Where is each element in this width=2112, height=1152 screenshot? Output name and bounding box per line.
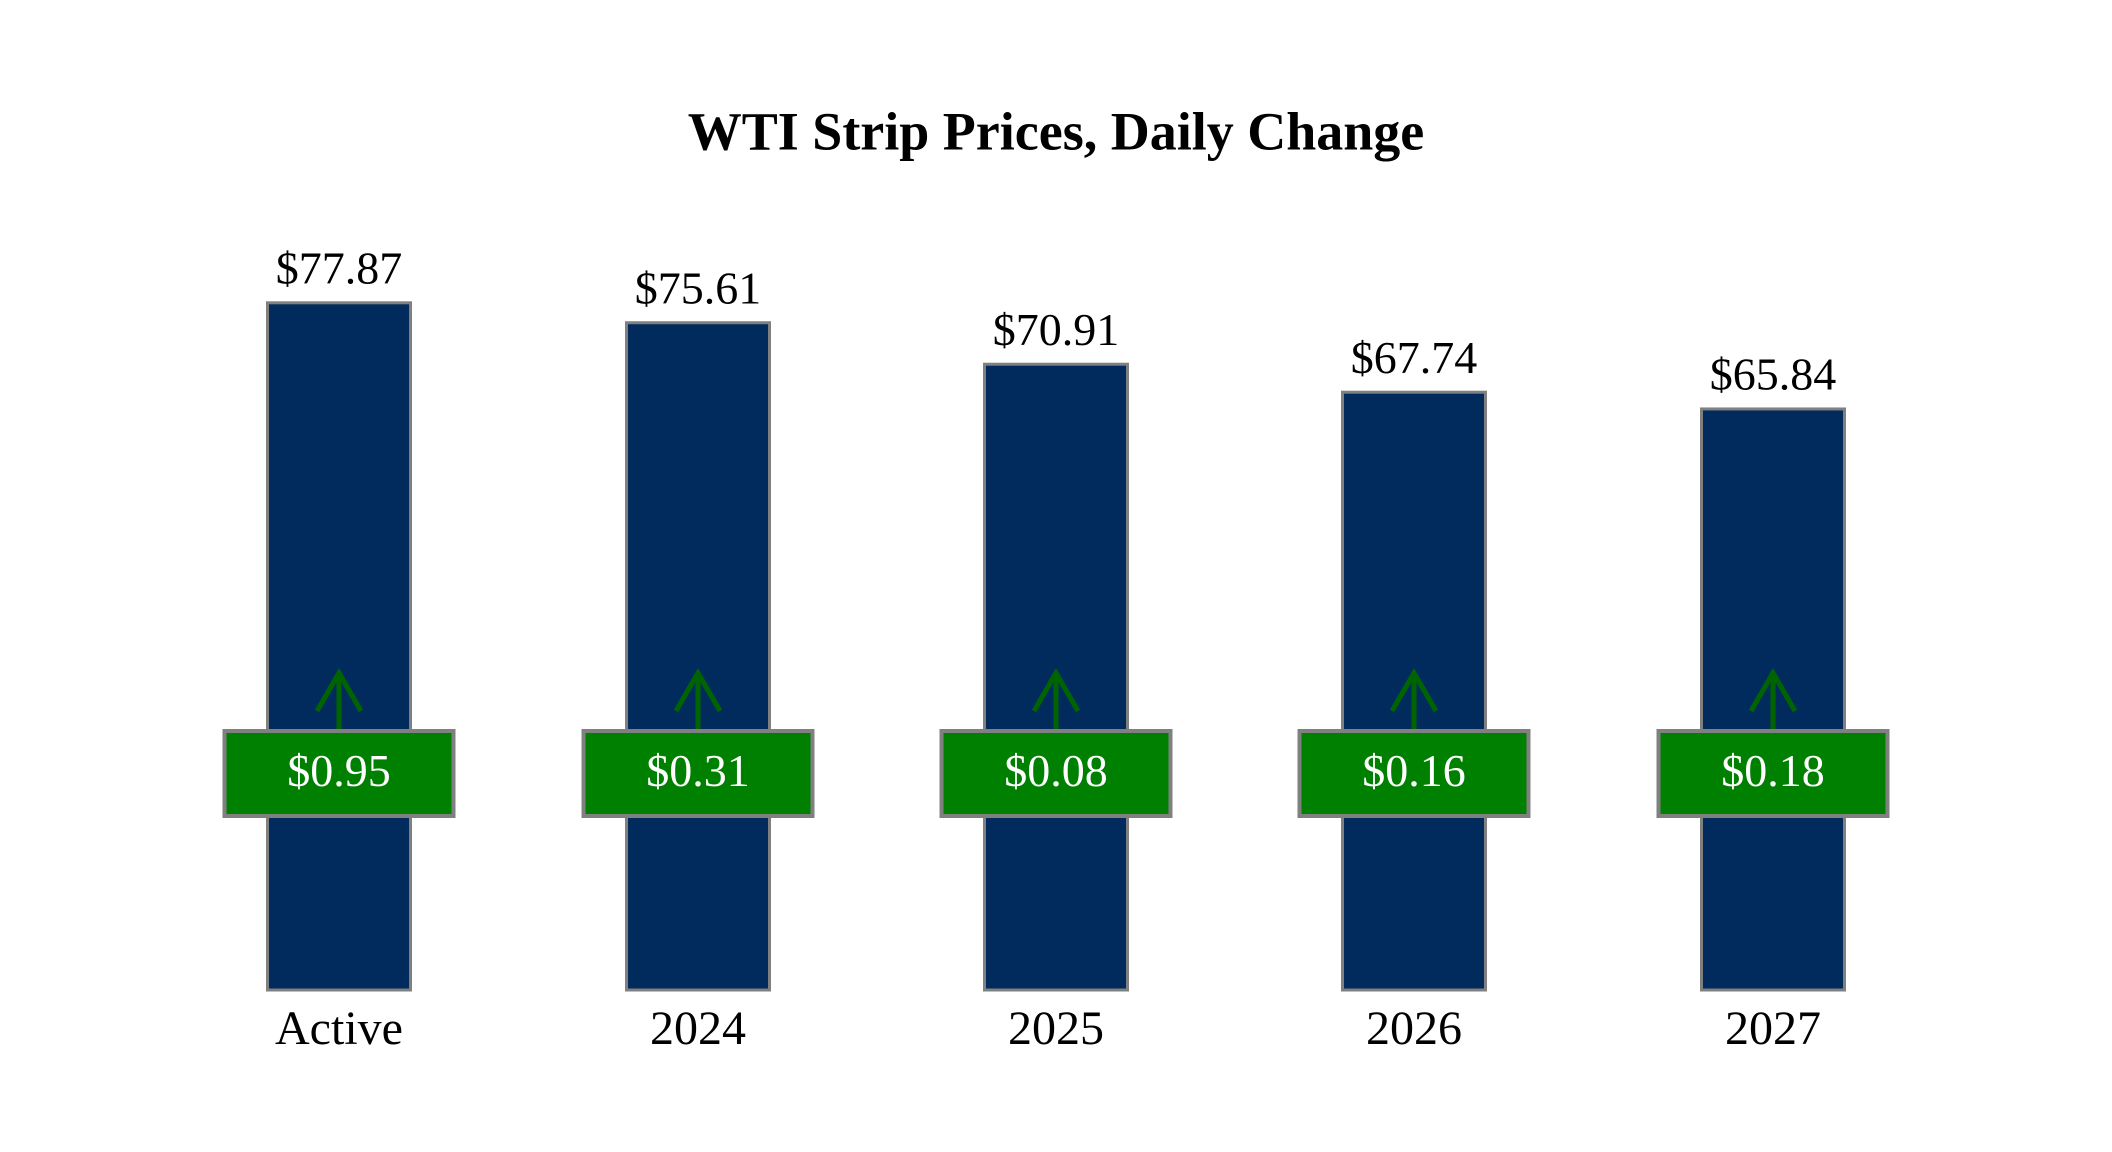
value-label: $65.84 [1710,349,1837,400]
change-box [1297,729,1531,818]
change-arrow-head [1389,668,1439,713]
change-box [939,729,1173,818]
x-tick-label: 2027 [1725,1002,1821,1055]
change-label: $0.08 [1004,745,1108,796]
bar [266,301,412,992]
value-label: $75.61 [635,262,762,313]
change-arrow-head [1748,668,1798,713]
change-box [581,729,815,818]
x-tick-label: Active [275,1002,403,1055]
value-label: $67.74 [1351,332,1478,383]
chart-title: WTI Strip Prices, Daily Change [688,101,1425,161]
change-label: $0.16 [1362,745,1466,796]
x-tick-label: 2025 [1008,1002,1104,1055]
value-label: $77.87 [276,242,403,293]
change-arrow-head [673,668,723,713]
change-box [222,729,456,818]
x-tick-label: 2026 [1366,1002,1462,1055]
change-arrow-head [314,668,364,713]
change-arrow-head [1031,668,1081,713]
change-label: $0.31 [646,745,750,796]
bar [625,321,771,992]
change-box [1656,729,1890,818]
change-label: $0.95 [287,745,391,796]
x-tick-label: 2024 [650,1002,746,1055]
change-label: $0.18 [1721,745,1825,796]
value-label: $70.91 [993,304,1120,355]
